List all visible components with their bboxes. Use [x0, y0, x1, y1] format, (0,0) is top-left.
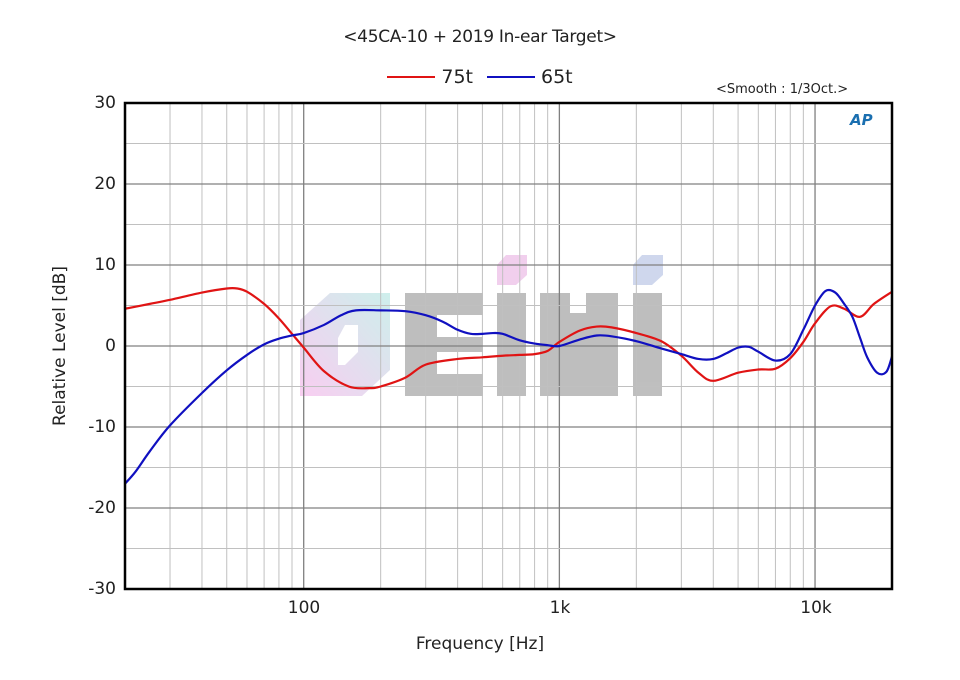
y-tick: 30 [94, 93, 116, 113]
watermark-logo [300, 255, 663, 396]
y-tick: -30 [88, 579, 116, 599]
y-tick: -10 [88, 417, 116, 437]
legend-swatch-75t [387, 76, 436, 78]
curve-65t [124, 288, 894, 485]
plot-frame [123, 101, 894, 591]
y-tick: 20 [94, 174, 116, 194]
ap-logo: AP [850, 111, 873, 129]
y-tick: -20 [88, 498, 116, 518]
curve-75t [124, 286, 893, 390]
y-tick: 10 [94, 255, 116, 275]
legend-label-75t: 75t [441, 66, 473, 88]
x-axis-label: Frequency [Hz] [415, 634, 545, 654]
x-tick: 1k [549, 598, 571, 618]
legend-item-65t: 65t [487, 66, 573, 88]
legend-label-65t: 65t [541, 66, 573, 88]
chart-title: <45CA-10 + 2019 In-ear Target> [343, 27, 617, 47]
x-tick: 10k [800, 598, 832, 618]
legend-item-75t: 75t [387, 66, 473, 88]
grid-lines [124, 102, 893, 590]
legend: 75t 65t [0, 66, 960, 88]
smoothing-note: <Smooth : 1/3Oct.> [716, 82, 849, 97]
y-tick: 0 [105, 336, 116, 356]
x-tick: 100 [287, 598, 321, 618]
response-curves [124, 286, 894, 485]
legend-swatch-65t [487, 76, 535, 78]
y-axis-label: Relative Level [dB] [50, 266, 70, 426]
